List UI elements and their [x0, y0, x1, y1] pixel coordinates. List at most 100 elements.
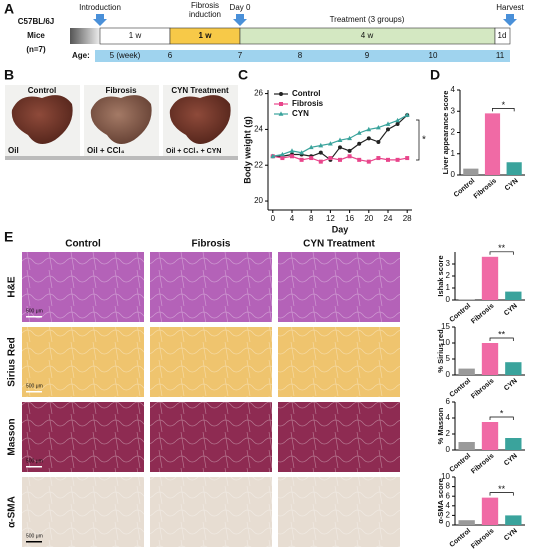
y-tick-label: 4 — [446, 501, 451, 510]
bar — [505, 438, 522, 450]
panel-a: A C57BL/6J Mice (n=7) 1 w 1 w 4 w 1d Int… — [4, 1, 525, 62]
micrograph-texture — [150, 477, 272, 547]
x-tick-label: 16 — [345, 214, 354, 223]
micrograph-texture — [278, 327, 400, 397]
n: (n=7) — [26, 45, 46, 54]
micrograph-texture — [278, 477, 400, 547]
bar — [505, 291, 522, 300]
bracket — [489, 416, 514, 420]
row-label: Sirius Red — [7, 337, 18, 386]
scale-bar — [26, 466, 42, 468]
liver — [169, 95, 231, 144]
bracket — [489, 251, 514, 255]
duration: 4 w — [361, 31, 374, 40]
bracket — [489, 492, 514, 496]
y-tick-label: 22 — [254, 160, 263, 169]
treatment: Oil + CCl₄ — [87, 146, 125, 155]
bar — [458, 442, 475, 450]
bracket — [416, 119, 420, 161]
x-tick-label: Fibrosis — [470, 303, 495, 326]
legend-label: Control — [292, 89, 320, 98]
marker — [278, 111, 284, 116]
age: 10 — [429, 51, 438, 60]
micrograph-texture — [278, 402, 400, 472]
marker — [280, 156, 285, 161]
event: Day 0 — [230, 3, 251, 12]
x-tick-label: Fibrosis — [470, 378, 495, 401]
y-tick-label: 0 — [446, 445, 451, 454]
y-tick-label: 2 — [446, 511, 451, 520]
row-label: α-SMA — [7, 496, 18, 528]
scale-label: 500 μm — [26, 383, 43, 389]
x-tick-label: 28 — [403, 214, 412, 223]
bar — [506, 162, 522, 175]
bar — [458, 368, 475, 375]
y-tick-label: 6 — [446, 491, 451, 500]
x-tick-label: Fibrosis — [470, 528, 495, 550]
marker — [299, 150, 304, 155]
row-label: Masson — [7, 418, 18, 455]
marker — [356, 130, 362, 135]
annotation: * — [500, 408, 504, 418]
marker — [279, 92, 283, 96]
x-tick-label: CYN — [503, 303, 519, 318]
row-label: H&E — [7, 276, 18, 297]
y-tick-label: 2 — [446, 429, 451, 438]
y-tick-label: 15 — [441, 322, 450, 331]
y-tick-label: 8 — [446, 482, 451, 491]
panel-letter: D — [430, 67, 440, 83]
micrograph-texture — [22, 252, 144, 322]
scale-bar — [26, 316, 42, 318]
bracket — [492, 108, 515, 112]
bracket — [489, 337, 514, 341]
age: 6 — [168, 51, 173, 60]
bar — [481, 343, 499, 375]
marker — [309, 156, 314, 161]
strain: C57BL/6J — [18, 17, 54, 26]
x-tick-label: Control — [449, 303, 473, 324]
marker — [366, 136, 371, 141]
marker — [376, 125, 381, 130]
panel-letter: E — [4, 229, 13, 245]
micrograph-texture — [22, 477, 144, 547]
x-tick-label: CYN — [503, 453, 519, 468]
timeline-seg — [70, 28, 100, 44]
marker — [405, 156, 410, 161]
marker — [386, 157, 390, 162]
x-axis-label: Day — [332, 224, 349, 234]
column-header: Control — [65, 239, 101, 250]
marker — [395, 117, 400, 123]
marker — [290, 154, 294, 159]
panel-letter: C — [238, 67, 248, 83]
bar — [481, 256, 499, 300]
y-tick-label: 4 — [446, 413, 451, 422]
marker — [366, 126, 372, 132]
x-tick-label: Control — [449, 378, 473, 399]
annotation: ** — [498, 329, 506, 339]
duration: 1d — [498, 31, 507, 40]
y-tick-label: 2 — [451, 128, 456, 137]
x-tick-label: 20 — [364, 214, 373, 223]
mice: Mice — [27, 31, 45, 40]
age: 8 — [298, 51, 303, 60]
marker — [280, 151, 285, 157]
y-tick-label: 3 — [451, 106, 456, 115]
x-tick-label: Fibrosis — [470, 453, 495, 476]
y-tick-label: 4 — [451, 85, 456, 94]
timeline-seg — [494, 27, 511, 45]
marker — [347, 154, 352, 159]
x-tick-label: Fibrosis — [473, 178, 498, 201]
panel-letter: B — [4, 67, 14, 83]
marker — [338, 145, 342, 150]
bar — [505, 515, 522, 525]
x-tick-label: 0 — [271, 214, 276, 223]
bar — [458, 520, 475, 525]
age: 5 (week) — [110, 51, 141, 60]
panel-b: B Control Fibrosis CYN Treatment Oil Oil… — [4, 67, 238, 160]
marker — [395, 157, 400, 162]
group: Control — [28, 86, 56, 95]
x-tick-label: Control — [449, 528, 473, 549]
y-tick-label: 10 — [441, 472, 450, 481]
micrograph-texture — [150, 252, 272, 322]
event: Treatment (3 groups) — [330, 15, 405, 24]
